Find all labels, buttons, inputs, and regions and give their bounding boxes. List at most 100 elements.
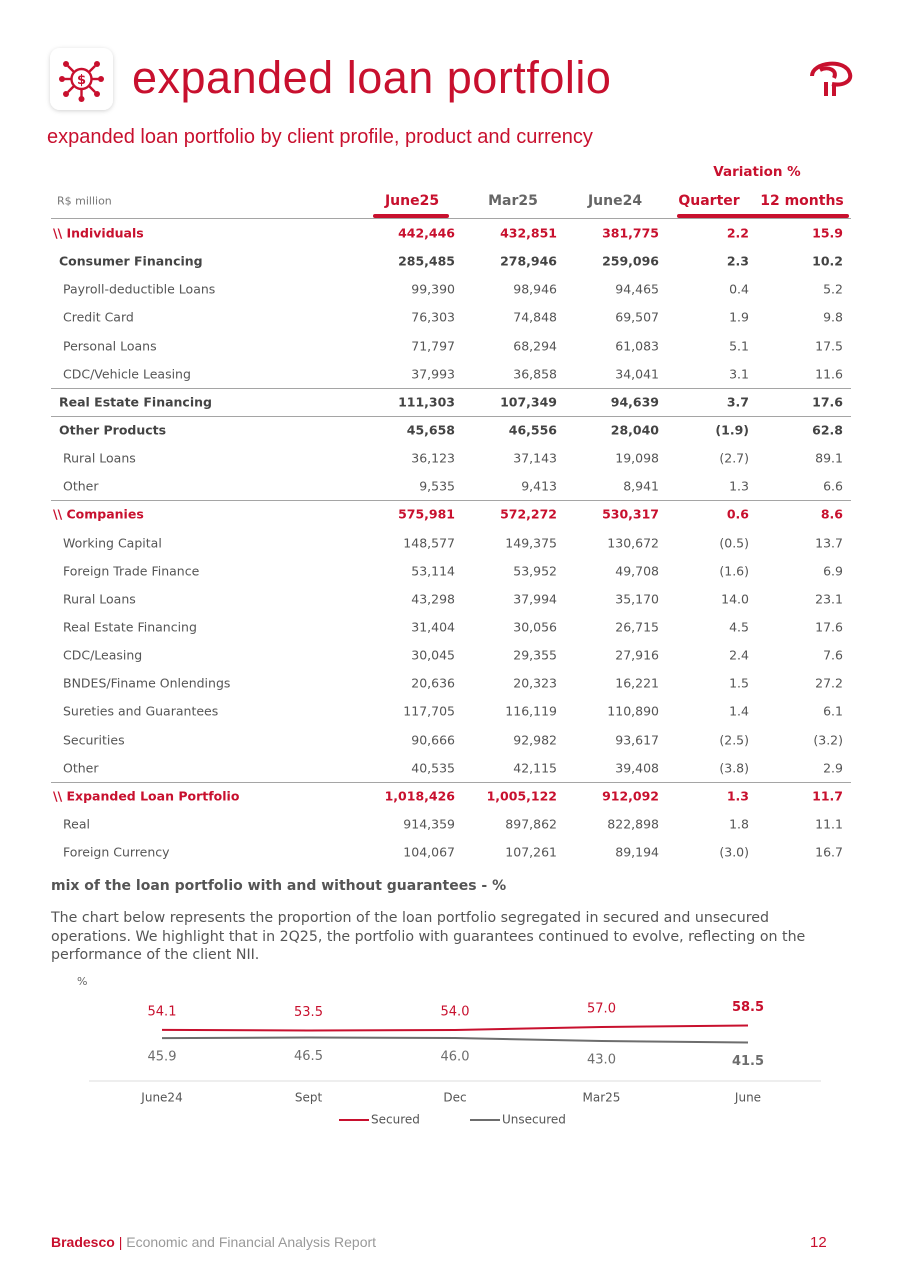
data-label: 58.5: [732, 1000, 764, 1015]
row-value: 116,119: [505, 703, 557, 719]
row-value: 7.6: [823, 647, 843, 663]
row-value: 8.6: [820, 506, 843, 522]
row-value: 11.7: [812, 788, 843, 804]
row-value: 104,067: [403, 844, 455, 860]
row-value: 111,303: [398, 394, 455, 410]
data-label: 45.9: [148, 1050, 177, 1065]
row-value: 912,092: [602, 788, 659, 804]
row-value: 46,556: [508, 422, 557, 438]
column-header: Mar25: [488, 193, 538, 209]
row-value: 3.1: [729, 366, 749, 382]
row-value: 107,261: [505, 844, 557, 860]
row-value: 1,018,426: [384, 788, 455, 804]
row-label: Foreign Trade Finance: [63, 563, 200, 579]
row-value: 16.7: [815, 844, 843, 860]
row-value: 71,797: [411, 338, 455, 354]
row-value: 914,359: [403, 816, 455, 832]
row-value: 3.7: [726, 394, 749, 410]
line-series: [161, 1036, 749, 1044]
row-label: Foreign Currency: [63, 844, 170, 860]
row-value: 2.2: [726, 225, 749, 241]
icon-dots: [59, 61, 104, 102]
row-value: 29,355: [513, 647, 557, 663]
row-value: 99,390: [411, 281, 455, 297]
row-value: 31,404: [411, 619, 455, 635]
row-value: 61,083: [615, 338, 659, 354]
row-value: 6.6: [823, 478, 843, 494]
row-value: 1.8: [729, 816, 749, 832]
row-value: (3.0): [719, 844, 749, 860]
row-value: (0.5): [719, 535, 749, 551]
row-value: (3.8): [719, 760, 749, 776]
row-value: 432,851: [500, 225, 557, 241]
row-label: Real Estate Financing: [59, 394, 212, 410]
icon: [64, 65, 99, 97]
row-value: 285,485: [398, 253, 455, 269]
row-value: (2.5): [719, 732, 749, 748]
row-value: 69,507: [615, 309, 659, 325]
row-label: CDC/Vehicle Leasing: [63, 366, 191, 382]
header-rule: [51, 218, 851, 219]
row-value: 1.3: [729, 478, 749, 494]
row-value: 68,294: [513, 338, 557, 354]
section-separator: [51, 781, 851, 783]
row-value: 98,946: [513, 281, 557, 297]
header-underline: [677, 214, 849, 218]
row-value: 20,323: [513, 675, 557, 691]
column-header: 12 months: [760, 193, 844, 209]
row-separator: [51, 387, 851, 389]
row-label: Other Products: [59, 422, 167, 438]
row-value: 90,666: [411, 732, 455, 748]
row-value: 11.6: [815, 366, 843, 382]
row-value: 1.3: [726, 788, 749, 804]
row-label: Personal Loans: [63, 338, 157, 354]
row-value: 49,708: [615, 563, 659, 579]
row-value: 381,775: [602, 225, 659, 241]
row-value: 9,535: [419, 478, 455, 494]
row-value: 39,408: [615, 760, 659, 776]
row-value: 36,858: [513, 366, 557, 382]
row-value: 23.1: [815, 591, 843, 607]
x-tick-label: Mar25: [583, 1091, 621, 1105]
legend-label: Unsecured: [502, 1113, 566, 1127]
row-label: Sureties and Guarantees: [63, 703, 219, 719]
row-value: 897,862: [505, 816, 557, 832]
row-value: 575,981: [398, 506, 455, 522]
row-value: 5.2: [823, 281, 843, 297]
data-label: 53.5: [294, 1005, 323, 1020]
row-label: Working Capital: [63, 535, 162, 551]
row-value: 62.8: [812, 422, 843, 438]
row-value: 1.4: [729, 703, 749, 719]
row-value: 30,045: [411, 647, 455, 663]
footer-report: Economic and Financial Analysis Report: [126, 1234, 377, 1250]
footer: Bradesco | Economic and Financial Analys…: [51, 1234, 376, 1250]
row-label: Consumer Financing: [59, 253, 203, 269]
row-label: BNDES/Finame Onlendings: [63, 675, 231, 691]
row-value: 2.4: [729, 647, 749, 663]
row-value: 17.6: [815, 619, 843, 635]
row-value: 26,715: [615, 619, 659, 635]
row-value: 442,446: [398, 225, 455, 241]
page-number: 12: [810, 1234, 827, 1251]
row-value: 37,994: [513, 591, 557, 607]
row-value: 74,848: [513, 309, 557, 325]
row-value: 0.6: [726, 506, 749, 522]
row-value: 19,098: [615, 450, 659, 466]
row-value: 10.2: [812, 253, 843, 269]
row-label: Payroll-deductible Loans: [63, 281, 216, 297]
row-value: 30,056: [513, 619, 557, 635]
row-value: 37,143: [513, 450, 557, 466]
row-value: 37,993: [411, 366, 455, 382]
row-value: 1.9: [729, 309, 749, 325]
row-label: Credit Card: [63, 309, 134, 325]
row-label: Rural Loans: [63, 591, 136, 607]
column-header: June25: [384, 193, 440, 209]
row-value: 17.6: [812, 394, 843, 410]
row-value: 28,040: [610, 422, 659, 438]
row-value: 148,577: [403, 535, 455, 551]
unit-label: R$ million: [57, 194, 112, 208]
subtitle: expanded loan portfolio by client profil…: [47, 126, 593, 148]
row-label: \\ Individuals: [53, 225, 144, 241]
logo: [810, 61, 853, 96]
